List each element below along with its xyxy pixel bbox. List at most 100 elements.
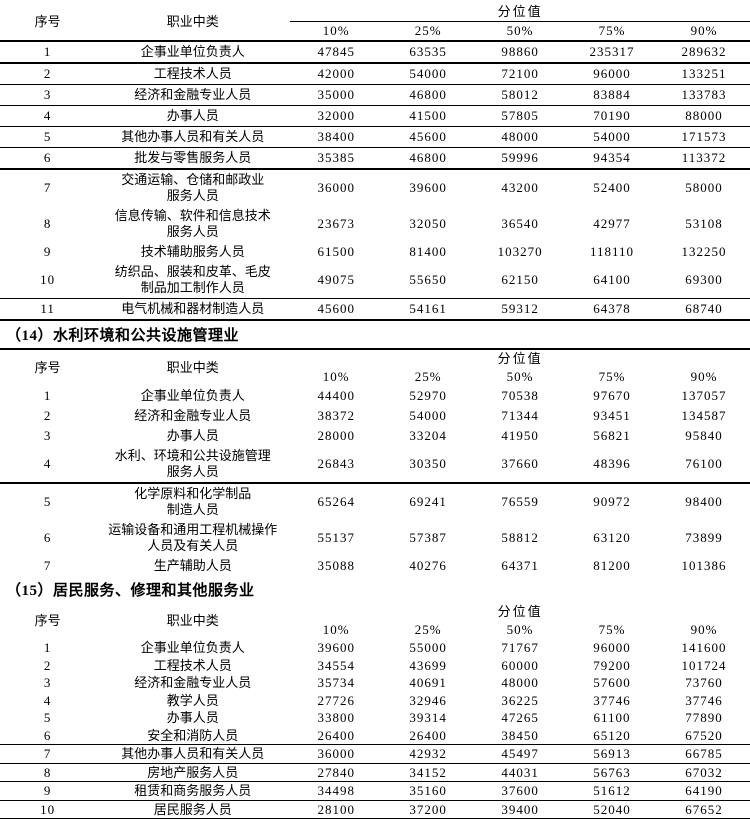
percentile-value: 69300 bbox=[657, 262, 750, 299]
percentile-value: 39400 bbox=[474, 800, 567, 819]
table-row: 7 生产辅助人员 35088 40276 64371 81200 101386 bbox=[0, 556, 750, 576]
percentile-value: 38372 bbox=[317, 408, 355, 423]
percentile-value: 36540 bbox=[501, 216, 539, 231]
row-seq: 2 bbox=[0, 63, 96, 85]
row-seq: 6 bbox=[43, 530, 52, 545]
percentile-value: 43200 bbox=[501, 180, 539, 195]
percentile-value: 27726 bbox=[317, 692, 355, 708]
table-row: 5 办事人员 33800 39314 47265 61100 77890 bbox=[0, 709, 750, 727]
percentile-value: 26400 bbox=[382, 726, 475, 745]
table-row: 2 工程技术人员 42000 54000 72100 96000 133251 bbox=[0, 63, 750, 85]
table-row: 9 租赁和商务服务人员 34498 35160 37600 51612 64190 bbox=[0, 781, 750, 801]
occupation-name: 技术辅助服务人员 bbox=[140, 244, 245, 259]
percentile-value: 56821 bbox=[593, 428, 631, 443]
row-seq: 8 bbox=[0, 763, 96, 782]
percentile-value: 52400 bbox=[593, 180, 631, 195]
table-row: 6 安全和消防人员 26400 26400 38450 65120 67520 bbox=[0, 726, 750, 745]
percentile-value: 76559 bbox=[501, 494, 539, 509]
row-seq: 4 bbox=[0, 105, 96, 127]
table-row: 8 信息传输、软件和信息技术 服务人员 23673 32050 36540 42977 531… bbox=[0, 206, 750, 242]
percentile-value: 40276 bbox=[409, 558, 447, 573]
percentile-value: 34152 bbox=[382, 763, 475, 782]
table-row: 8 房地产服务人员 27840 34152 44031 56763 67032 bbox=[0, 763, 750, 782]
percentile-value: 57805 bbox=[474, 105, 567, 127]
table-header: 序号 职业中类 分位值 10% 25% 50% 75% 90% bbox=[0, 350, 750, 386]
row-seq: 1 bbox=[0, 41, 96, 64]
percentile-value: 33204 bbox=[409, 428, 447, 443]
occupation-name: 其他办事人员和有关人员 bbox=[95, 744, 291, 764]
row-seq: 7 bbox=[0, 744, 96, 764]
percentile-value: 90972 bbox=[593, 494, 631, 509]
table-row: 6 运输设备和通用工程机械操作 人员及有关人员 55137 57387 58812 6312… bbox=[0, 520, 750, 556]
wage-table-section-14: 序号 职业中类 分位值 10% 25% 50% 75% 90% 1 企事业单位负责… bbox=[0, 350, 750, 576]
table-row: 10 纺织品、服装和皮革、毛皮 制品加工制作人员 49075 55650 62150 641… bbox=[0, 262, 750, 299]
percentile-value: 68740 bbox=[657, 298, 750, 321]
percentile-value: 64190 bbox=[657, 781, 750, 801]
percentile-value: 45497 bbox=[474, 744, 567, 764]
percentile-value: 58812 bbox=[501, 530, 539, 545]
occupation-name: 经济和金融专业人员 bbox=[134, 675, 252, 690]
percentile-value: 47845 bbox=[290, 41, 383, 64]
table-header: 序号 职业中类 分位值 10% 25% 50% 75% 90% bbox=[0, 603, 750, 639]
table-header: 序号 职业中类 分位值 10% 25% 50% 75% 90% bbox=[0, 3, 750, 42]
percentile-value: 44400 bbox=[317, 388, 355, 403]
percentile-value: 59996 bbox=[474, 147, 567, 170]
col-header-p25: 25% bbox=[414, 622, 442, 637]
col-header-p90: 90% bbox=[690, 369, 718, 384]
occupation-name: 工程技术人员 bbox=[95, 63, 291, 85]
col-header-p75: 75% bbox=[566, 21, 658, 42]
col-header-p50: 50% bbox=[474, 21, 567, 42]
occupation-name: 其他办事人员和有关人员 bbox=[95, 126, 291, 148]
percentile-value: 52040 bbox=[566, 800, 658, 819]
percentile-value: 83884 bbox=[566, 84, 658, 106]
col-header-p50: 50% bbox=[506, 622, 534, 637]
percentile-value: 63535 bbox=[382, 41, 475, 64]
occupation-name: 企事业单位负责人 bbox=[140, 640, 245, 655]
percentile-value: 33800 bbox=[317, 710, 355, 725]
percentile-value: 40691 bbox=[409, 675, 447, 690]
percentile-value: 55650 bbox=[382, 262, 475, 299]
percentile-value: 41950 bbox=[501, 428, 539, 443]
percentile-value: 34498 bbox=[290, 781, 383, 801]
percentile-value: 289632 bbox=[657, 41, 750, 64]
table-row: 2 工程技术人员 34554 43699 60000 79200 101724 bbox=[0, 657, 750, 675]
row-seq: 7 bbox=[43, 558, 52, 573]
occupation-name: 化学原料和化学制品 制造人员 bbox=[134, 486, 252, 517]
percentile-value: 103270 bbox=[497, 244, 543, 259]
percentile-value: 137057 bbox=[681, 388, 727, 403]
occupation-name: 安全和消防人员 bbox=[95, 726, 291, 745]
percentile-value: 55137 bbox=[317, 530, 355, 545]
percentile-value: 96000 bbox=[566, 63, 658, 85]
row-seq: 4 bbox=[43, 692, 52, 708]
percentile-value: 67652 bbox=[657, 800, 750, 819]
occupation-name: 运输设备和通用工程机械操作 人员及有关人员 bbox=[108, 522, 278, 553]
col-header-p10: 10% bbox=[290, 21, 383, 42]
percentile-value: 32050 bbox=[409, 216, 447, 231]
percentile-value: 39314 bbox=[409, 710, 447, 725]
percentile-value: 57600 bbox=[593, 675, 631, 690]
row-seq: 6 bbox=[0, 147, 96, 170]
percentile-value: 37746 bbox=[685, 692, 723, 708]
row-seq: 7 bbox=[43, 180, 52, 195]
percentile-value: 45600 bbox=[290, 298, 383, 321]
percentile-value: 94354 bbox=[566, 147, 658, 170]
occupation-name: 办事人员 bbox=[166, 710, 219, 725]
percentile-value: 37600 bbox=[474, 781, 567, 801]
percentile-value: 65120 bbox=[566, 726, 658, 745]
table-row: 6 批发与零售服务人员 35385 46800 59996 94354 113372 bbox=[0, 147, 750, 170]
percentile-value: 49075 bbox=[290, 262, 383, 299]
row-seq: 2 bbox=[43, 408, 52, 423]
percentile-value: 35734 bbox=[317, 675, 355, 690]
percentile-value: 98860 bbox=[474, 41, 567, 64]
percentile-value: 42932 bbox=[382, 744, 475, 764]
percentile-value: 32946 bbox=[409, 692, 447, 708]
percentile-value: 37200 bbox=[382, 800, 475, 819]
percentile-value: 96000 bbox=[593, 640, 631, 655]
percentile-value: 53108 bbox=[685, 216, 723, 231]
col-header-seq: 序号 bbox=[0, 3, 96, 42]
table-body: 1 企事业单位负责人 47845 63535 98860 235317 289632 2 工程技… bbox=[0, 41, 750, 321]
percentile-value: 66785 bbox=[657, 744, 750, 764]
occupation-name: 办事人员 bbox=[95, 105, 291, 127]
percentile-value: 39600 bbox=[317, 640, 355, 655]
percentile-value: 62150 bbox=[474, 262, 567, 299]
